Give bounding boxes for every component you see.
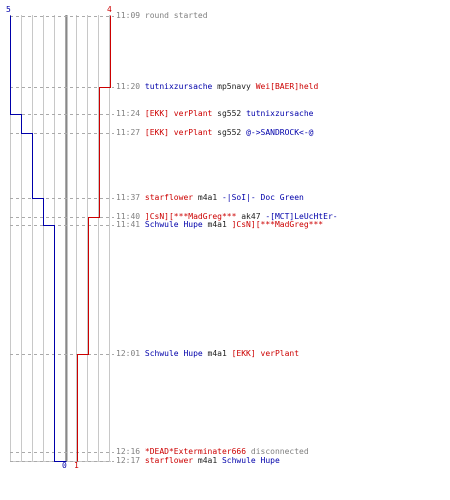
event-text: sg552 [212,109,247,118]
event-text: m4a1 [193,456,222,465]
event-row: 12:01 Schwule Hupe m4a1 [EKK] verPlant [116,349,299,358]
event-time: 11:40 [116,212,145,221]
event-time: 11:41 [116,220,145,229]
red-player-name: [EKK] verPlant [144,109,213,118]
event-text: m4a1 [202,220,232,229]
blue-start-count: 5 [6,5,11,14]
event-row: 12:17 starflower m4a1 Schwule Hupe [116,456,280,465]
blue-player-name: -[MCT]LeUcHtEr- [265,212,338,221]
blue-player-name: -|SoI|- Doc Green [221,193,304,202]
red-player-name: [EKK] verPlant [144,128,213,137]
event-time: 11:24 [116,109,145,118]
event-text: m4a1 [193,193,222,202]
red-player-name: ]CsN][***MadGreg*** [144,212,237,221]
event-text: round started [144,11,208,20]
blue-player-name: Schwule Hupe [144,220,203,229]
event-row: 11:41 Schwule Hupe m4a1 ]CsN][***MadGreg… [116,220,323,229]
blue-player-name: tutnixzursache [144,82,213,91]
blue-player-name: @->SANDROCK<-@ [246,128,314,137]
event-row: 11:20 tutnixzursache mp5navy Wei[BAER]he… [116,82,318,91]
red-player-name: starflower [144,456,194,465]
event-time: 11:37 [116,193,145,202]
blue-end-count: 0 [62,461,67,470]
event-text: disconnected [246,447,309,456]
blue-player-name: tutnixzursache [246,109,314,118]
event-text: mp5navy [212,82,256,91]
blue-team-line [10,15,67,462]
event-text: sg552 [212,128,247,137]
event-time: 11:09 [116,11,145,20]
event-row: 11:37 starflower m4a1 -|SoI|- Doc Green [116,193,304,202]
event-time: 12:17 [116,456,145,465]
event-row: 12:16 *DEAD*Exterminater666 disconnected [116,447,309,456]
blue-player-name: Schwule Hupe [144,349,203,358]
red-player-name: *DEAD*Exterminater666 [144,447,247,456]
red-player-name: [EKK] verPlant [231,349,300,358]
event-time: 12:01 [116,349,145,358]
event-time: 12:16 [116,447,145,456]
event-row: 11:09 round started [116,11,208,20]
event-row: 11:40 ]CsN][***MadGreg*** ak47 -[MCT]LeU… [116,212,338,221]
event-time: 11:27 [116,128,145,137]
blue-player-name: Schwule Hupe [221,456,280,465]
event-row: 11:27 [EKK] verPlant sg552 @->SANDROCK<-… [116,128,314,137]
red-end-count: 1 [74,461,79,470]
event-text: m4a1 [202,349,232,358]
event-text: ak47 [236,212,266,221]
red-player-name: ]CsN][***MadGreg*** [231,220,324,229]
red-player-name: Wei[BAER]held [255,82,319,91]
event-row: 11:24 [EKK] verPlant sg552 tutnixzursach… [116,109,314,118]
red-start-count: 4 [107,5,112,14]
red-team-line [77,15,111,462]
event-time: 11:20 [116,82,145,91]
red-player-name: starflower [144,193,194,202]
